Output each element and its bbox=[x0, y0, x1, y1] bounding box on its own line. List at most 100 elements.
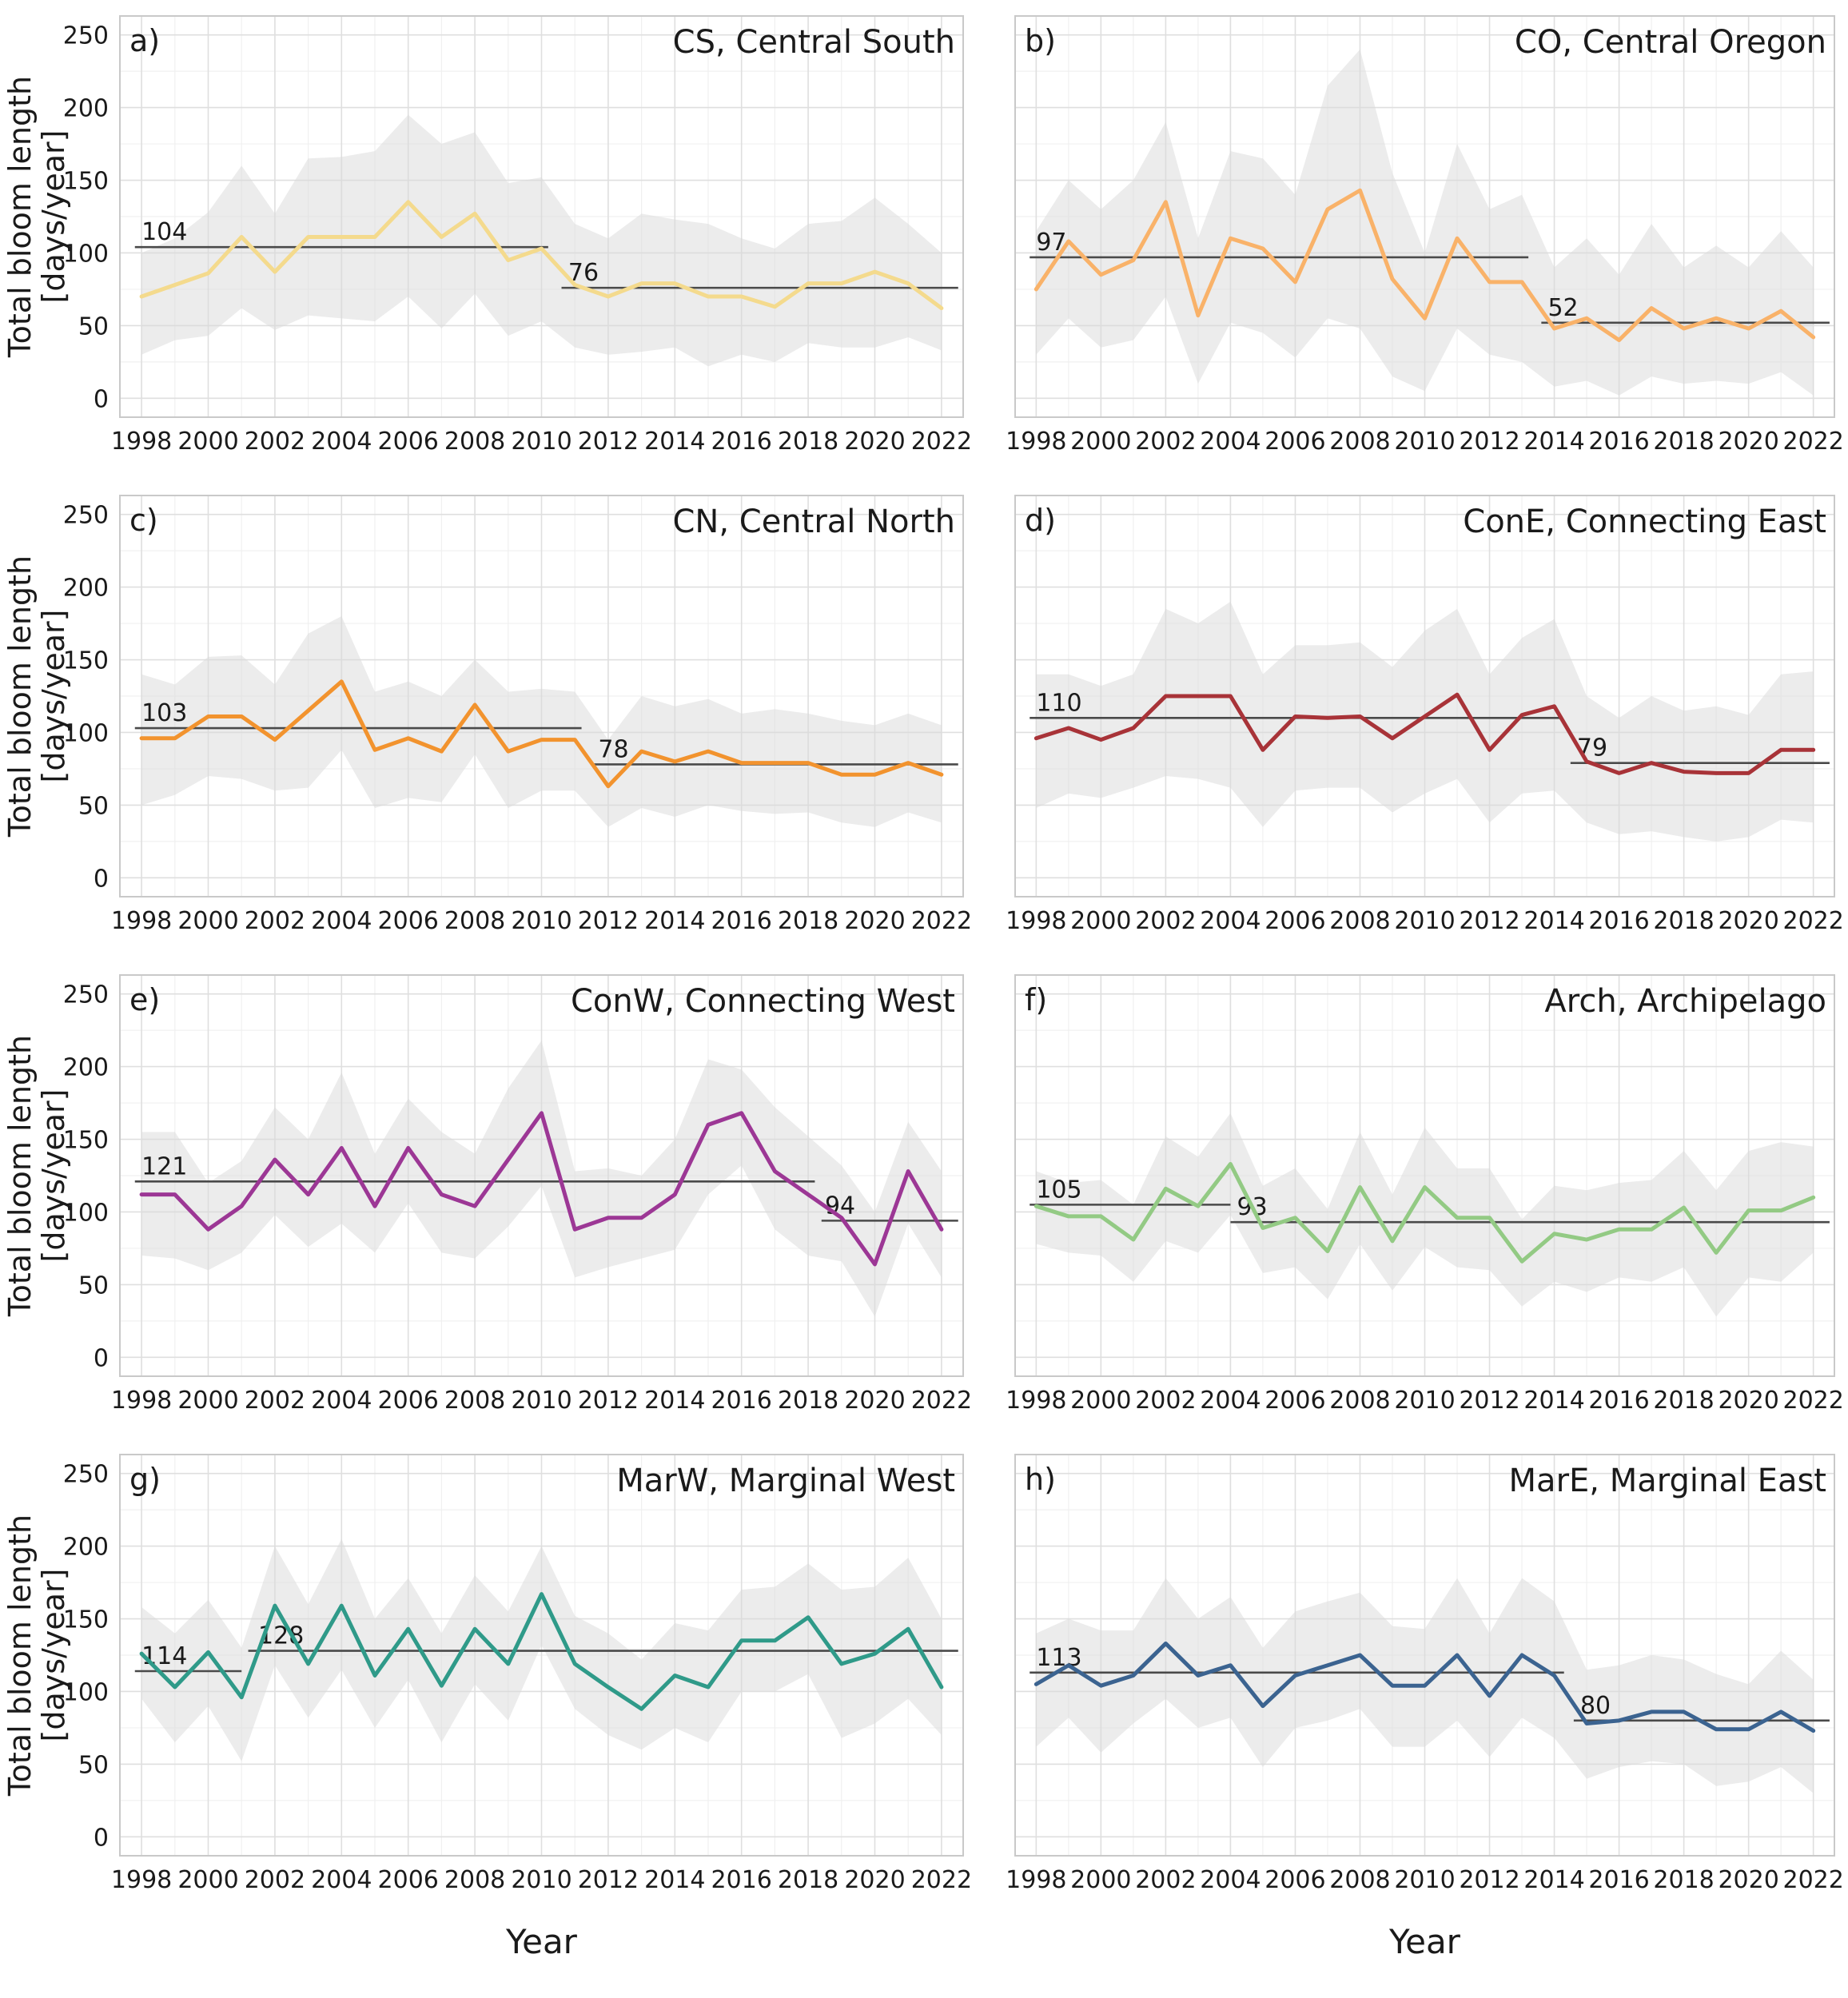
x-tick-label: 2014 bbox=[644, 907, 705, 935]
x-tick-label: 2020 bbox=[844, 907, 905, 935]
x-tick-label: 2000 bbox=[1070, 428, 1131, 456]
x-tick-label: 2004 bbox=[311, 428, 372, 456]
x-tick-label: 2000 bbox=[1070, 1866, 1131, 1894]
panel-f-arch: 105 93 1998 2000 2002 2004 2006 2008 2010 2012 201… bbox=[989, 970, 1848, 1450]
x-tick-label: 2022 bbox=[1782, 1866, 1843, 1894]
x-tick-label: 2010 bbox=[511, 428, 572, 456]
x-axis-label: Year bbox=[505, 1922, 578, 1961]
panel-h-mare: 113 80 1998 2000 2002 2004 2006 2008 2010 2012 201… bbox=[989, 1450, 1848, 1998]
x-tick-label: 2014 bbox=[1523, 428, 1584, 456]
panel-title: CO, Central Oregon bbox=[1515, 24, 1826, 61]
trend-line bbox=[139, 1111, 944, 1267]
y-tick-label: 100 bbox=[63, 1199, 109, 1227]
confidence-band bbox=[141, 1538, 942, 1761]
y-tick-label: 0 bbox=[94, 865, 109, 893]
x-tick-label: 2002 bbox=[245, 907, 305, 935]
y-tick-label: 0 bbox=[94, 385, 109, 413]
y-tick-label: 50 bbox=[78, 312, 109, 340]
panel-a-cs: 104 76 1998 2000 2002 2004 2006 2008 2010 2012 201… bbox=[0, 11, 989, 491]
x-tick-label: 2016 bbox=[1588, 428, 1649, 456]
panel-letter: a) bbox=[129, 23, 160, 58]
x-tick-label: 2022 bbox=[911, 1866, 972, 1894]
x-tick-label: 2006 bbox=[378, 907, 439, 935]
panel-letter: h) bbox=[1025, 1462, 1056, 1497]
x-tick-label: 2008 bbox=[1329, 428, 1390, 456]
panel-title: ConW, Connecting West bbox=[571, 983, 955, 1020]
x-tick-label: 2018 bbox=[1653, 1387, 1714, 1415]
x-tick-label: 2018 bbox=[778, 1866, 838, 1894]
panel-letter: f) bbox=[1025, 982, 1047, 1017]
x-tick-label: 2022 bbox=[911, 1387, 972, 1415]
x-tick-label: 2006 bbox=[378, 1866, 439, 1894]
confidence-band bbox=[141, 114, 942, 367]
x-tick-label: 2000 bbox=[177, 1866, 238, 1894]
x-tick-label: 2000 bbox=[177, 907, 238, 935]
trend-line bbox=[1034, 692, 1816, 775]
trend-line bbox=[1034, 188, 1816, 343]
y-tick-label: 100 bbox=[63, 240, 109, 268]
mean-line-label: 79 bbox=[1577, 734, 1607, 762]
x-tick-label: 2004 bbox=[1200, 907, 1261, 935]
x-tick-label: 1998 bbox=[1006, 1866, 1066, 1894]
y-tick-label: 200 bbox=[63, 575, 109, 603]
x-tick-label: 2012 bbox=[578, 1866, 639, 1894]
plot-border bbox=[1014, 1454, 1835, 1857]
panel-e-conw: 121 94 1998 2000 2002 2004 2006 2008 2010 2012 201… bbox=[0, 970, 989, 1450]
x-tick-label: 2000 bbox=[1070, 1387, 1131, 1415]
panel-title: ConE, Connecting East bbox=[1463, 503, 1826, 540]
x-tick-label: 2020 bbox=[1718, 907, 1778, 935]
x-tick-label: 2014 bbox=[1523, 1866, 1584, 1894]
plot-border bbox=[1014, 974, 1835, 1377]
x-tick-label: 2016 bbox=[711, 907, 772, 935]
mean-line-label: 78 bbox=[598, 735, 628, 763]
major-gridlines bbox=[120, 975, 963, 1376]
panel-title: MarW, Marginal West bbox=[616, 1463, 955, 1499]
y-tick-label: 200 bbox=[63, 1534, 109, 1562]
x-tick-label: 2010 bbox=[1394, 428, 1455, 456]
mean-line-label: 114 bbox=[141, 1642, 187, 1670]
panel-letter: e) bbox=[129, 982, 160, 1017]
x-tick-label: 2006 bbox=[378, 1387, 439, 1415]
x-tick-label: 2000 bbox=[1070, 907, 1131, 935]
y-tick-label: 200 bbox=[63, 1054, 109, 1082]
x-tick-label: 2020 bbox=[844, 1866, 905, 1894]
x-tick-label: 2016 bbox=[1588, 907, 1649, 935]
trend-line bbox=[1034, 1161, 1816, 1264]
x-tick-label: 2002 bbox=[1135, 1387, 1196, 1415]
confidence-band bbox=[141, 1040, 942, 1317]
y-tick-label: 150 bbox=[63, 1606, 109, 1634]
plot-border bbox=[119, 495, 964, 898]
x-tick-label: 2022 bbox=[911, 428, 972, 456]
x-tick-label: 2020 bbox=[1718, 1866, 1778, 1894]
x-tick-label: 2002 bbox=[1135, 1866, 1196, 1894]
x-axis-label: Year bbox=[1388, 1922, 1461, 1961]
y-tick-label: 150 bbox=[63, 647, 109, 675]
x-tick-label: 2012 bbox=[578, 907, 639, 935]
y-tick-label: 150 bbox=[63, 1127, 109, 1155]
y-tick-label: 100 bbox=[63, 719, 109, 747]
x-tick-label: 1998 bbox=[111, 1866, 172, 1894]
x-tick-label: 2012 bbox=[1459, 1387, 1519, 1415]
x-tick-label: 2004 bbox=[311, 1387, 372, 1415]
x-tick-label: 2002 bbox=[245, 1387, 305, 1415]
x-tick-label: 2012 bbox=[1459, 428, 1519, 456]
x-tick-label: 2020 bbox=[1718, 428, 1778, 456]
y-tick-label: 250 bbox=[63, 1461, 109, 1489]
mean-line-label: 104 bbox=[141, 218, 187, 246]
y-tick-label: 0 bbox=[94, 1344, 109, 1372]
confidence-band bbox=[1036, 49, 1814, 396]
x-tick-label: 2020 bbox=[844, 1387, 905, 1415]
panel-title: CS, Central South bbox=[673, 24, 955, 61]
mean-line-label: 121 bbox=[141, 1152, 187, 1180]
panel-letter: d) bbox=[1025, 503, 1056, 538]
y-tick-label: 250 bbox=[63, 22, 109, 50]
mean-line-label: 52 bbox=[1547, 294, 1578, 322]
x-tick-label: 2008 bbox=[444, 1866, 505, 1894]
confidence-band bbox=[1036, 601, 1814, 842]
mean-line-label: 105 bbox=[1036, 1176, 1081, 1204]
